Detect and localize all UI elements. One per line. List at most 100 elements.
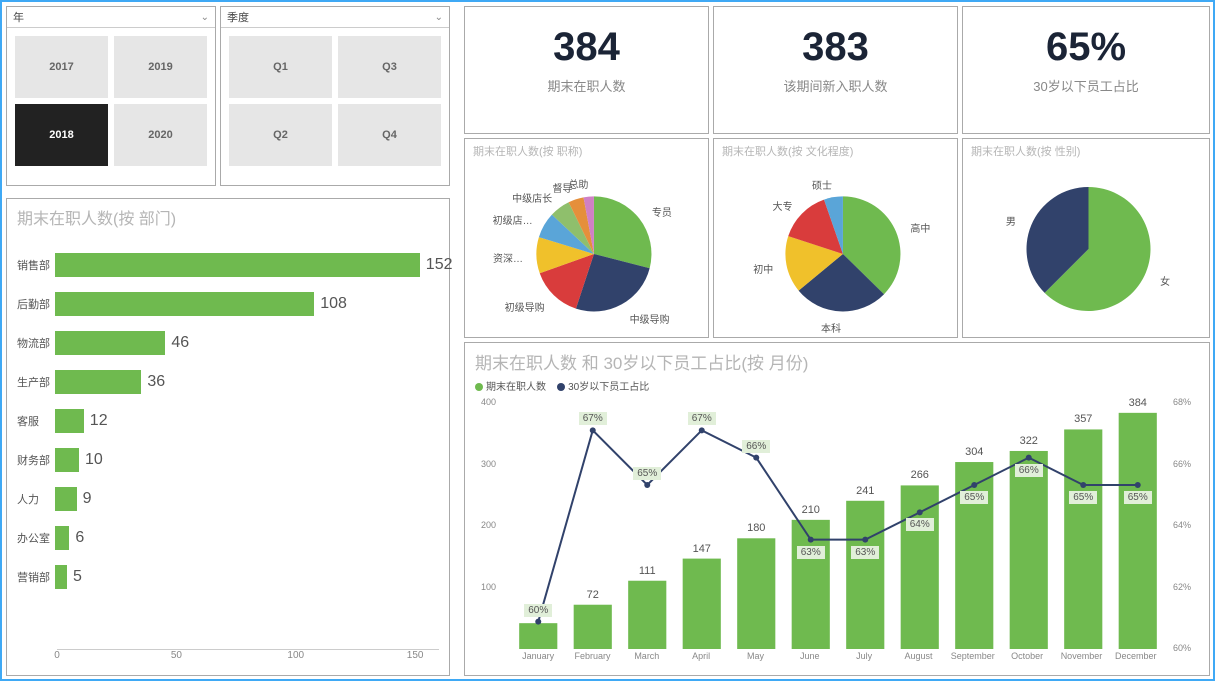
dept-bar-fill[interactable] xyxy=(55,292,314,316)
dept-bar-fill[interactable] xyxy=(55,370,141,394)
pie-svg xyxy=(714,159,957,334)
dept-bar-cat: 客服 xyxy=(11,413,55,429)
dept-bar-fill[interactable] xyxy=(55,253,420,277)
combo-line-point[interactable] xyxy=(808,537,814,543)
dept-bar-cat: 人力 xyxy=(11,491,55,507)
slicer-quarter-title: 季度 xyxy=(227,9,249,25)
combo-xlabel: July xyxy=(837,651,891,669)
dept-bar-axis: 050100150 xyxy=(57,649,439,669)
combo-bar[interactable] xyxy=(846,501,884,649)
combo-ytick-right: 62% xyxy=(1173,582,1191,592)
combo-line-point[interactable] xyxy=(1135,482,1141,488)
dept-bar-track: 36 xyxy=(55,370,439,394)
legend-dot-line xyxy=(557,383,565,391)
combo-bar[interactable] xyxy=(1119,413,1157,649)
slicer-quarter-header[interactable]: 季度 ⌄ xyxy=(221,7,449,28)
combo-xlabel: May xyxy=(728,651,782,669)
combo-line-point[interactable] xyxy=(699,427,705,433)
pie-edu-panel: 期末在职人数(按 文化程度) 高中本科初中大专硕士 xyxy=(713,138,958,338)
slicer-quarter-grid: Q1Q3Q2Q4 xyxy=(221,28,449,174)
dept-bar-body: 销售部152后勤部108物流部46生产部36客服12财务部10人力9办公室6营销… xyxy=(7,229,449,629)
combo-bar[interactable] xyxy=(519,623,557,649)
dept-bar-row: 办公室6 xyxy=(11,521,439,555)
combo-line-point[interactable] xyxy=(917,509,923,515)
dept-axis-tick: 150 xyxy=(407,650,424,661)
dept-bar-value: 108 xyxy=(314,292,347,316)
pie-edu-chart: 高中本科初中大专硕士 xyxy=(714,159,957,334)
combo-line-point[interactable] xyxy=(590,427,596,433)
combo-line-label: 63% xyxy=(851,546,879,559)
dept-bar-track: 46 xyxy=(55,331,439,355)
combo-bar[interactable] xyxy=(628,581,666,649)
dept-bar-row: 物流部46 xyxy=(11,326,439,360)
slicer-option-2018[interactable]: 2018 xyxy=(15,104,108,166)
combo-xlabel: February xyxy=(565,651,619,669)
dept-bar-fill[interactable] xyxy=(55,487,77,511)
pie-label: 中级店长 xyxy=(512,190,552,205)
combo-bar-value: 180 xyxy=(747,522,765,534)
slicer-option-Q2[interactable]: Q2 xyxy=(229,104,332,166)
dept-bar-fill[interactable] xyxy=(55,565,67,589)
combo-bar[interactable] xyxy=(1010,451,1048,649)
combo-xlabel: June xyxy=(783,651,837,669)
dept-bar-panel: 期末在职人数(按 部门) 销售部152后勤部108物流部46生产部36客服12财… xyxy=(6,198,450,676)
combo-ytick-left: 200 xyxy=(481,520,496,530)
combo-bar-value: 72 xyxy=(587,589,599,601)
combo-bar-value: 241 xyxy=(856,485,874,497)
dept-axis-tick: 100 xyxy=(287,650,304,661)
kpi-card-0: 384 期末在职人数 xyxy=(464,6,709,134)
dashboard-root: 年 ⌄ 2017201920182020 季度 ⌄ Q1Q3Q2Q4 384 期… xyxy=(0,0,1215,681)
combo-xlabel: October xyxy=(1000,651,1054,669)
slicer-year-header[interactable]: 年 ⌄ xyxy=(7,7,215,28)
pie-label: 初级店… xyxy=(493,212,533,227)
combo-bar[interactable] xyxy=(683,559,721,649)
slicer-quarter: 季度 ⌄ Q1Q3Q2Q4 xyxy=(220,6,450,186)
combo-plot-area: 10020030040060%62%64%66%68%4272111147180… xyxy=(511,403,1165,649)
kpi-label-1: 该期间新入职人数 xyxy=(714,76,957,95)
combo-bar[interactable] xyxy=(574,605,612,649)
pie-edu-title: 期末在职人数(按 文化程度) xyxy=(714,139,957,159)
dept-bar-value: 12 xyxy=(84,409,108,433)
dept-bar-value: 36 xyxy=(141,370,165,394)
slicer-option-2020[interactable]: 2020 xyxy=(114,104,207,166)
dept-bar-cat: 办公室 xyxy=(11,530,55,546)
combo-line-point[interactable] xyxy=(1080,482,1086,488)
pie-label: 硕士 xyxy=(812,177,832,192)
dept-bar-fill[interactable] xyxy=(55,448,79,472)
slicer-year: 年 ⌄ 2017201920182020 xyxy=(6,6,216,186)
combo-line-point[interactable] xyxy=(1026,455,1032,461)
combo-line-point[interactable] xyxy=(971,482,977,488)
combo-line-point[interactable] xyxy=(535,619,541,625)
combo-line-point[interactable] xyxy=(862,537,868,543)
slicer-option-Q4[interactable]: Q4 xyxy=(338,104,441,166)
combo-bar-value: 210 xyxy=(802,504,820,516)
slicer-option-Q3[interactable]: Q3 xyxy=(338,36,441,98)
kpi-value-2: 65% xyxy=(963,25,1209,70)
slicer-option-2017[interactable]: 2017 xyxy=(15,36,108,98)
combo-line-label: 65% xyxy=(633,467,661,480)
dept-bar-fill[interactable] xyxy=(55,526,69,550)
dept-bar-cat: 后勤部 xyxy=(11,296,55,312)
combo-bar[interactable] xyxy=(737,538,775,649)
pie-label: 专员 xyxy=(652,204,672,219)
combo-bar[interactable] xyxy=(1064,429,1102,649)
pie-label: 总助 xyxy=(568,176,588,191)
dept-bar-cat: 物流部 xyxy=(11,335,55,351)
combo-bar-value: 322 xyxy=(1020,435,1038,447)
combo-line-point[interactable] xyxy=(753,455,759,461)
combo-bar-value: 304 xyxy=(965,446,983,458)
dept-bar-row: 客服 12 xyxy=(11,404,439,438)
kpi-card-1: 383 该期间新入职人数 xyxy=(713,6,958,134)
kpi-label-0: 期末在职人数 xyxy=(465,76,708,95)
dept-bar-fill[interactable] xyxy=(55,331,165,355)
kpi-value-1: 383 xyxy=(714,25,957,70)
combo-line-point[interactable] xyxy=(644,482,650,488)
dept-bar-track: 9 xyxy=(55,487,439,511)
slicer-year-grid: 2017201920182020 xyxy=(7,28,215,174)
combo-line-label: 65% xyxy=(1069,491,1097,504)
dept-bar-fill[interactable] xyxy=(55,409,84,433)
dept-bar-row: 财务部10 xyxy=(11,443,439,477)
slicer-option-Q1[interactable]: Q1 xyxy=(229,36,332,98)
dept-bar-cat: 财务部 xyxy=(11,452,55,468)
slicer-option-2019[interactable]: 2019 xyxy=(114,36,207,98)
